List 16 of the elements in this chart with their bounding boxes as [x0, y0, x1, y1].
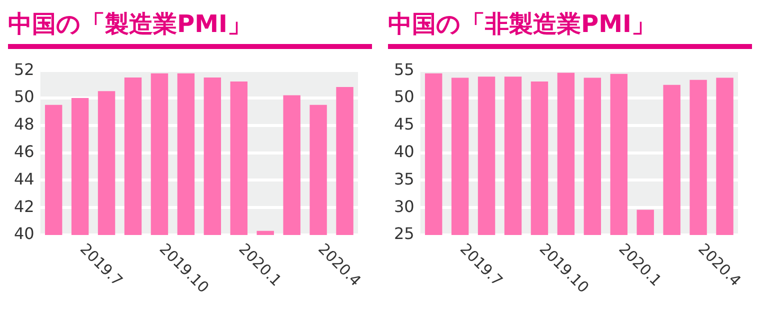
- y-tick-label: 45: [394, 114, 414, 134]
- y-tick-label: 52: [14, 60, 34, 79]
- y-tick-label: 42: [14, 196, 34, 216]
- y-tick-label: 25: [394, 224, 414, 244]
- y-tick-label: 46: [14, 142, 34, 161]
- y-tick-label: 44: [14, 169, 34, 188]
- y-tick-label: 55: [394, 60, 414, 79]
- y-tick-label: 40: [394, 142, 414, 161]
- y-tick-label: 50: [394, 87, 414, 106]
- y-tick-label: 48: [14, 114, 34, 134]
- chart-title: 中国の「製造業PMI」: [8, 8, 372, 49]
- y-tick-label: 30: [394, 196, 414, 216]
- y-tick-label: 50: [14, 87, 34, 106]
- y-tick-label: 35: [394, 169, 414, 188]
- chart-title: 中国の「非製造業PMI」: [388, 8, 752, 49]
- y-tick-label: 40: [14, 224, 34, 244]
